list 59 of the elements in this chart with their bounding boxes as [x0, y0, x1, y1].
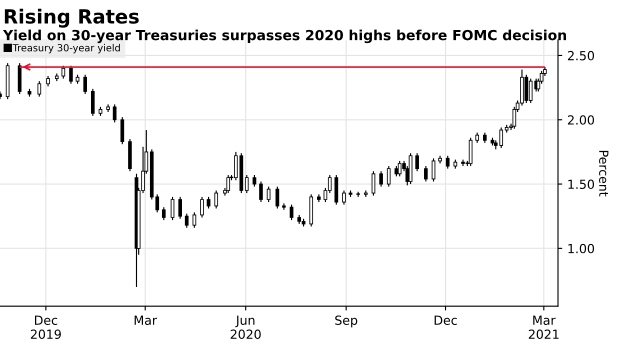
candlestick [162, 206, 166, 221]
candlestick [200, 196, 204, 218]
candlestick [372, 170, 376, 196]
chart-subtitle: Yield on 30-year Treasuries surpasses 2020 highs before FOMC decision [2, 30, 566, 44]
x-tick-label: Dec 2019 [30, 316, 61, 339]
candlestick [342, 190, 346, 206]
candlestick [379, 170, 383, 188]
candlestick [528, 78, 533, 104]
candlestick [206, 196, 210, 210]
candlestick [483, 132, 487, 144]
x-tick-label: Jun 2020 [230, 316, 261, 339]
candlestick [386, 166, 391, 188]
x-tick-label: Mar 2021 [528, 316, 559, 339]
candlestick [226, 174, 230, 194]
candlestick [446, 155, 450, 170]
y-tick-label: 1.00 [568, 244, 594, 254]
x-tick-label: Sep [335, 315, 358, 328]
candlestick [184, 213, 189, 228]
candlestick [297, 214, 302, 224]
candlestick [394, 166, 398, 177]
candlestick [178, 196, 182, 220]
candlestick [398, 160, 402, 177]
candlestick [98, 106, 102, 116]
candlestick [112, 104, 116, 123]
candlestick [69, 65, 73, 84]
candlestick [192, 212, 196, 228]
candlestick [170, 196, 174, 221]
candlestick [524, 74, 528, 104]
candlestick [90, 88, 95, 116]
candlestick [37, 80, 42, 98]
candlestick [266, 186, 270, 203]
candlestick [83, 74, 88, 95]
candlestick [415, 152, 419, 172]
candlestick [424, 166, 428, 182]
candlestick [468, 137, 472, 167]
legend-label: Treasury 30-year yield [12, 44, 120, 54]
candlestick [244, 174, 249, 194]
candlestick [290, 204, 294, 221]
candlestick [499, 126, 504, 149]
y-axis-title: Percent [599, 150, 608, 196]
candlestick [259, 180, 263, 203]
candlestick [252, 174, 256, 188]
candlestick [155, 194, 160, 213]
candlestick [475, 132, 480, 144]
x-tick-label: Dec [434, 316, 457, 325]
y-tick-label: 2.50 [568, 50, 594, 60]
y-tick-label: 1.50 [568, 180, 594, 189]
candlestick [454, 159, 458, 170]
candlestick [276, 186, 280, 210]
candlestick [61, 65, 66, 80]
candlestick [432, 158, 436, 182]
candlestick [76, 74, 80, 84]
chart-title: Rising Rates [4, 8, 139, 28]
y-tick-label: 2.00 [568, 115, 594, 125]
candlestick [46, 75, 50, 87]
x-tick-label: Mar [134, 316, 158, 325]
candlestick [214, 190, 218, 210]
candlestick [120, 116, 124, 145]
candlestick [494, 140, 498, 150]
